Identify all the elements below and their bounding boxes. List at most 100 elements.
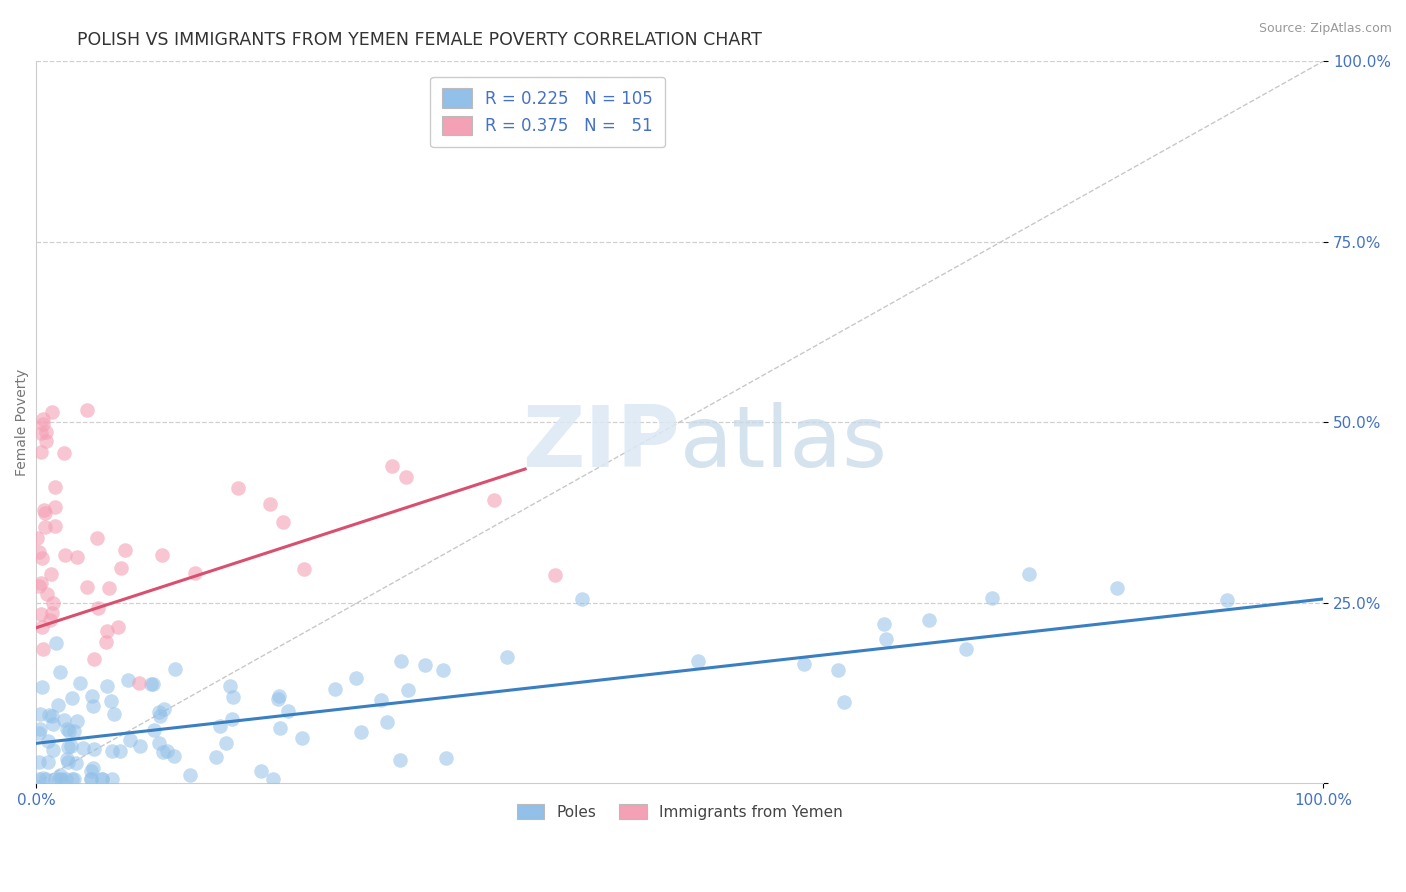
Poles [56,722,79,736]
Poles [41,743,63,757]
Immigrants from Yemen [31,551,53,566]
Poles [214,736,236,750]
Y-axis label: Female Poverty: Female Poverty [15,368,30,475]
Poles [42,717,65,731]
Poles [63,724,86,739]
Immigrants from Yemen [128,676,150,690]
Poles [55,772,77,787]
Poles [496,650,519,665]
Poles [48,772,70,786]
Poles [389,654,412,668]
Poles [873,617,896,632]
Poles [27,772,49,787]
Poles [27,755,49,769]
Poles [208,719,231,733]
Immigrants from Yemen [27,579,49,593]
Immigrants from Yemen [30,575,52,590]
Immigrants from Yemen [87,601,110,615]
Poles [49,772,72,787]
Poles [44,772,66,787]
Poles [148,705,170,719]
Immigrants from Yemen [35,434,58,448]
Poles [101,772,124,787]
Immigrants from Yemen [53,549,76,563]
Immigrants from Yemen [395,470,418,484]
Poles [37,756,59,770]
Poles [832,695,855,709]
Immigrants from Yemen [25,531,48,545]
Poles [96,679,118,693]
Poles [103,707,125,722]
Poles [1018,567,1040,582]
Immigrants from Yemen [39,566,62,581]
Poles [63,772,86,787]
Immigrants from Yemen [34,507,56,521]
Poles [981,591,1004,606]
Immigrants from Yemen [35,425,58,439]
Poles [117,673,139,687]
Poles [52,713,75,727]
Poles [413,658,436,673]
Poles [156,744,179,758]
Poles [267,692,290,706]
Poles [396,683,419,698]
Poles [344,671,367,685]
Immigrants from Yemen [32,642,55,657]
Immigrants from Yemen [44,519,66,533]
Poles [149,708,172,723]
Poles [45,636,67,650]
Poles [28,707,51,722]
Poles [1216,593,1239,607]
Poles [37,733,59,747]
Poles [108,744,131,758]
Immigrants from Yemen [96,624,118,638]
Poles [163,748,186,763]
Immigrants from Yemen [31,417,53,432]
Poles [205,750,228,764]
Poles [72,740,94,755]
Poles [222,690,245,704]
Poles [56,739,79,754]
Poles [48,698,70,712]
Immigrants from Yemen [110,561,132,575]
Immigrants from Yemen [292,562,315,576]
Poles [80,764,103,778]
Immigrants from Yemen [76,402,98,417]
Poles [80,772,103,787]
Immigrants from Yemen [114,542,136,557]
Poles [153,702,176,716]
Immigrants from Yemen [271,516,294,530]
Immigrants from Yemen [38,613,60,627]
Poles [152,745,174,759]
Immigrants from Yemen [53,446,76,460]
Immigrants from Yemen [34,520,56,534]
Poles [49,665,72,679]
Poles [60,690,83,705]
Poles [82,698,104,713]
Poles [1107,581,1129,595]
Poles [571,591,593,606]
Poles [139,677,162,691]
Immigrants from Yemen [42,596,65,610]
Immigrants from Yemen [259,497,281,511]
Poles [100,694,122,708]
Poles [219,679,242,693]
Legend: Poles, Immigrants from Yemen: Poles, Immigrants from Yemen [510,797,849,826]
Immigrants from Yemen [66,550,89,565]
Poles [91,772,114,787]
Immigrants from Yemen [484,493,506,508]
Immigrants from Yemen [35,587,58,601]
Text: POLISH VS IMMIGRANTS FROM YEMEN FEMALE POVERTY CORRELATION CHART: POLISH VS IMMIGRANTS FROM YEMEN FEMALE P… [77,31,762,49]
Immigrants from Yemen [544,568,567,582]
Poles [28,726,51,740]
Poles [35,772,58,787]
Immigrants from Yemen [381,459,404,474]
Poles [350,724,373,739]
Immigrants from Yemen [76,580,98,594]
Immigrants from Yemen [96,634,118,648]
Poles [918,613,941,627]
Poles [434,750,457,764]
Poles [142,676,165,690]
Poles [370,693,392,707]
Immigrants from Yemen [41,405,63,419]
